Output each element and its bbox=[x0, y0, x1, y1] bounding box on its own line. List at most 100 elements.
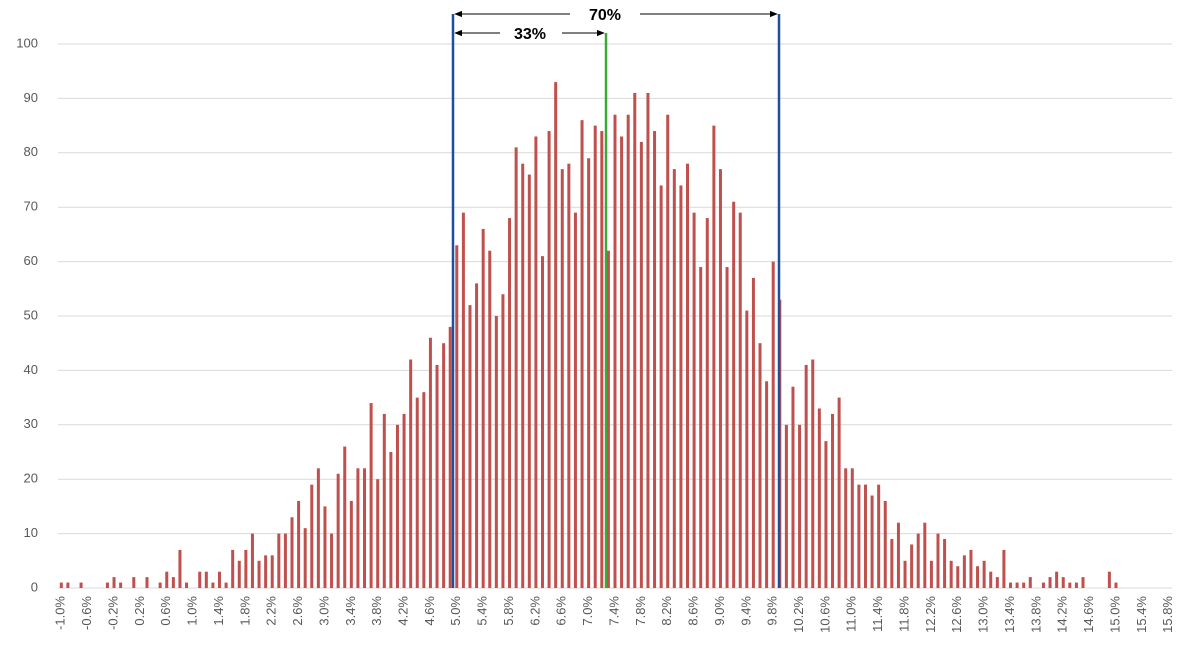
annotation: 70% bbox=[589, 7, 621, 24]
x-tick-label: -1.0% bbox=[53, 596, 68, 630]
bar bbox=[415, 397, 419, 588]
bar bbox=[593, 125, 597, 588]
bar bbox=[745, 310, 749, 588]
x-tick-label: 7.0% bbox=[580, 596, 595, 626]
y-tick-label: 0 bbox=[31, 579, 38, 594]
bar bbox=[837, 397, 841, 588]
y-tick-label: 70 bbox=[24, 199, 38, 214]
x-tick-label: 5.8% bbox=[501, 596, 516, 626]
x-tick-label: -0.2% bbox=[105, 596, 120, 630]
bar bbox=[1107, 571, 1111, 588]
bar bbox=[1002, 549, 1006, 588]
bar bbox=[989, 571, 993, 588]
bar bbox=[277, 533, 281, 588]
bar bbox=[890, 539, 894, 588]
x-tick-label: 15.0% bbox=[1107, 596, 1122, 633]
bar bbox=[758, 343, 762, 588]
x-tick-label: 12.6% bbox=[949, 596, 964, 633]
bar bbox=[303, 528, 307, 588]
bar bbox=[916, 533, 920, 588]
bar bbox=[297, 500, 301, 588]
x-tick-label: 8.2% bbox=[659, 596, 674, 626]
bar bbox=[224, 582, 228, 588]
bar bbox=[494, 316, 498, 588]
bar bbox=[158, 582, 162, 588]
bar bbox=[620, 136, 624, 589]
bar bbox=[349, 500, 353, 588]
bar bbox=[910, 544, 914, 588]
bar bbox=[896, 522, 900, 588]
bar bbox=[250, 533, 254, 588]
bar bbox=[606, 250, 610, 588]
x-tick-label: 13.4% bbox=[1002, 596, 1017, 633]
bar bbox=[198, 571, 202, 588]
bar bbox=[316, 468, 320, 588]
bar bbox=[237, 560, 241, 588]
x-tick-label: 3.0% bbox=[316, 596, 331, 626]
bar bbox=[514, 147, 518, 589]
x-tick-label: 14.2% bbox=[1055, 596, 1070, 633]
x-tick-label: 1.8% bbox=[237, 596, 252, 626]
y-tick-label: 30 bbox=[24, 416, 38, 431]
annotation: 33% bbox=[514, 26, 546, 43]
bar bbox=[1055, 571, 1059, 588]
bar bbox=[527, 174, 531, 588]
bar bbox=[982, 560, 986, 588]
x-tick-label: 11.0% bbox=[844, 596, 859, 632]
bar bbox=[738, 212, 742, 588]
bar bbox=[718, 169, 722, 588]
bar bbox=[290, 517, 294, 588]
bar bbox=[831, 413, 835, 588]
x-tick-label: 5.4% bbox=[475, 596, 490, 626]
bar bbox=[949, 560, 953, 588]
y-tick-label: 90 bbox=[24, 90, 38, 105]
bar bbox=[929, 560, 933, 588]
bar bbox=[824, 441, 828, 588]
bar bbox=[633, 92, 637, 589]
bar bbox=[395, 424, 399, 588]
y-tick-label: 20 bbox=[24, 471, 38, 486]
bar bbox=[178, 549, 182, 588]
bar bbox=[435, 364, 439, 588]
x-tick-label: 1.0% bbox=[185, 596, 200, 626]
bar bbox=[751, 277, 755, 588]
bar bbox=[903, 560, 907, 588]
bar bbox=[409, 359, 413, 588]
x-tick-label: 13.0% bbox=[976, 596, 991, 633]
bar bbox=[540, 256, 544, 588]
bar bbox=[587, 158, 591, 589]
bar bbox=[521, 163, 525, 588]
bar bbox=[468, 305, 472, 588]
bar bbox=[185, 582, 189, 588]
bar bbox=[448, 326, 452, 588]
bar bbox=[389, 452, 393, 588]
bar bbox=[547, 131, 551, 589]
bar bbox=[613, 114, 617, 588]
bar bbox=[699, 267, 703, 588]
bar bbox=[850, 468, 854, 588]
bar bbox=[639, 141, 643, 589]
bar bbox=[455, 245, 459, 588]
bar bbox=[402, 413, 406, 588]
bar bbox=[771, 261, 775, 588]
bar bbox=[1015, 582, 1019, 588]
bar bbox=[672, 169, 676, 588]
bar bbox=[863, 484, 867, 588]
x-tick-label: 15.8% bbox=[1160, 596, 1175, 633]
bar bbox=[1022, 582, 1026, 588]
x-tick-label: 9.0% bbox=[712, 596, 727, 626]
x-tick-label: 11.4% bbox=[870, 596, 885, 632]
bar bbox=[283, 533, 287, 588]
bar bbox=[217, 571, 221, 588]
bar bbox=[962, 555, 966, 588]
bar bbox=[211, 582, 215, 588]
bar bbox=[428, 337, 432, 588]
bar bbox=[877, 484, 881, 588]
bar bbox=[943, 539, 947, 588]
bar bbox=[1028, 577, 1032, 588]
bar bbox=[798, 424, 802, 588]
bar bbox=[376, 479, 380, 588]
bar bbox=[976, 566, 980, 588]
bar bbox=[725, 267, 729, 588]
